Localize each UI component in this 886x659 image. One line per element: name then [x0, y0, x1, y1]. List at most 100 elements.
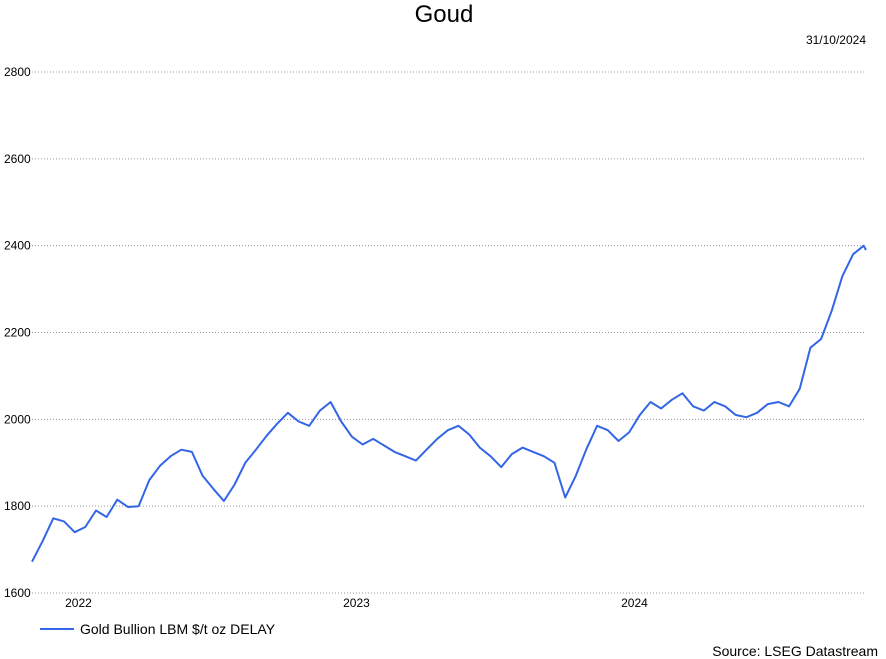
data-point	[394, 451, 396, 453]
data-point	[255, 449, 257, 451]
data-point	[575, 475, 577, 477]
data-point	[52, 517, 54, 519]
data-point	[31, 561, 33, 563]
data-point	[84, 526, 86, 528]
data-point	[330, 401, 332, 403]
data-point	[404, 455, 406, 457]
x-axis-tick-labels: 2022 2023 2024	[65, 596, 648, 610]
data-point	[191, 451, 193, 453]
data-point	[543, 455, 545, 457]
data-point	[671, 399, 673, 401]
data-point	[756, 412, 758, 414]
data-point	[767, 403, 769, 405]
data-point	[863, 245, 865, 247]
data-point	[202, 475, 204, 477]
data-point	[788, 405, 790, 407]
x-tick-label: 2023	[343, 596, 370, 610]
data-point	[490, 455, 492, 457]
chart-title: Goud	[415, 1, 474, 28]
data-point	[63, 520, 65, 522]
data-point	[820, 338, 822, 340]
y-tick-label: 2800	[4, 65, 31, 79]
data-point	[287, 412, 289, 414]
data-point	[735, 414, 737, 416]
series-line-gold-bullion	[31, 244, 867, 563]
data-point	[564, 497, 566, 499]
y-tick-label: 2200	[4, 326, 31, 340]
data-point	[724, 405, 726, 407]
data-point	[42, 540, 44, 542]
source-label: Source: LSEG Datastream	[712, 643, 878, 659]
data-point	[745, 416, 747, 418]
data-point	[372, 438, 374, 440]
data-point	[777, 401, 779, 403]
data-point	[681, 392, 683, 394]
data-point	[148, 479, 150, 481]
data-point	[223, 500, 225, 502]
chart-date-label: 31/10/2024	[806, 33, 866, 47]
data-point	[500, 466, 502, 468]
data-point	[362, 444, 364, 446]
y-tick-label: 2600	[4, 152, 31, 166]
data-point	[852, 253, 854, 255]
data-point	[426, 449, 428, 451]
x-tick-label: 2022	[65, 596, 92, 610]
data-point	[351, 436, 353, 438]
data-point	[340, 421, 342, 423]
data-point	[650, 401, 652, 403]
data-point	[159, 465, 161, 467]
data-point	[522, 447, 524, 449]
data-point	[383, 444, 385, 446]
data-point	[436, 438, 438, 440]
y-tick-label: 1800	[4, 499, 31, 513]
data-point	[703, 410, 705, 412]
data-point	[713, 401, 715, 403]
data-point	[618, 440, 620, 442]
data-point	[554, 462, 556, 464]
data-point	[607, 429, 609, 431]
data-point	[660, 408, 662, 410]
data-point	[799, 388, 801, 390]
data-point	[298, 421, 300, 423]
y-tick-label: 1600	[4, 586, 31, 600]
data-point	[234, 484, 236, 486]
data-point	[458, 425, 460, 427]
data-point	[511, 453, 513, 455]
data-point	[106, 516, 108, 518]
data-point	[319, 410, 321, 412]
data-point	[692, 405, 694, 407]
legend: Gold Bullion LBM $/t oz DELAY	[40, 621, 276, 637]
data-point	[170, 455, 172, 457]
data-point	[276, 423, 278, 425]
data-point	[628, 431, 630, 433]
data-point	[244, 462, 246, 464]
y-tick-label: 2000	[4, 412, 31, 426]
data-point	[841, 275, 843, 277]
gridlines	[32, 71, 866, 594]
data-point	[127, 506, 129, 508]
y-axis-tick-labels: 1600 1800 2000 2200 2400 2600 2800	[4, 65, 31, 600]
data-point	[447, 429, 449, 431]
data-point	[586, 448, 588, 450]
data-point	[116, 499, 118, 501]
data-point	[865, 249, 867, 251]
data-point	[138, 505, 140, 507]
data-point	[95, 510, 97, 512]
data-point	[639, 414, 641, 416]
data-point	[809, 347, 811, 349]
data-point	[468, 434, 470, 436]
data-point	[831, 310, 833, 312]
legend-label-gold-bullion: Gold Bullion LBM $/t oz DELAY	[80, 621, 276, 637]
x-tick-label: 2024	[621, 596, 648, 610]
series-layer	[31, 244, 867, 563]
y-tick-label: 2400	[4, 239, 31, 253]
data-point	[596, 425, 598, 427]
data-point	[212, 488, 214, 490]
data-point	[308, 425, 310, 427]
data-point	[266, 435, 268, 437]
data-point	[415, 460, 417, 462]
data-point	[479, 447, 481, 449]
data-point	[180, 449, 182, 451]
data-point	[74, 531, 76, 533]
